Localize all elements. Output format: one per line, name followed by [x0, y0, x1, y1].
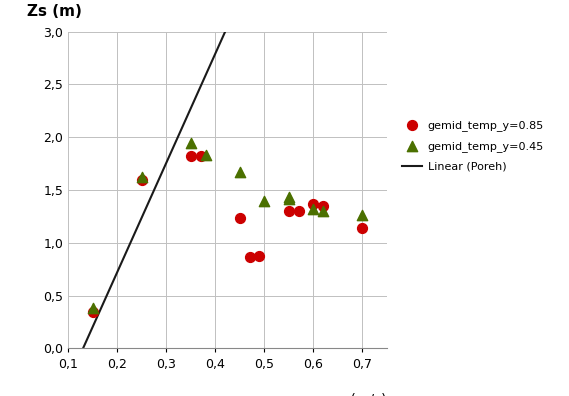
Point	[319, 203, 328, 209]
Point	[201, 152, 210, 158]
Point	[186, 153, 195, 160]
Point	[236, 169, 245, 175]
Point	[245, 253, 254, 260]
Point	[196, 153, 205, 160]
Point	[284, 208, 294, 214]
Point	[294, 208, 303, 214]
Point	[255, 252, 264, 259]
Point	[137, 174, 146, 181]
Point	[358, 212, 367, 219]
Point	[88, 308, 97, 315]
Point	[284, 194, 294, 201]
Point	[137, 176, 146, 183]
Text: v_n (m/s): v_n (m/s)	[323, 393, 387, 396]
Point	[88, 305, 97, 312]
Point	[309, 201, 318, 207]
Point	[260, 198, 269, 204]
Point	[309, 206, 318, 212]
Text: Zs (m): Zs (m)	[27, 4, 82, 19]
Point	[358, 225, 367, 231]
Point	[284, 195, 294, 202]
Point	[319, 208, 328, 214]
Point	[236, 214, 245, 221]
Point	[186, 139, 195, 146]
Legend: gemid_temp_y=0.85, gemid_temp_y=0.45, Linear (Poreh): gemid_temp_y=0.85, gemid_temp_y=0.45, Li…	[399, 116, 547, 175]
